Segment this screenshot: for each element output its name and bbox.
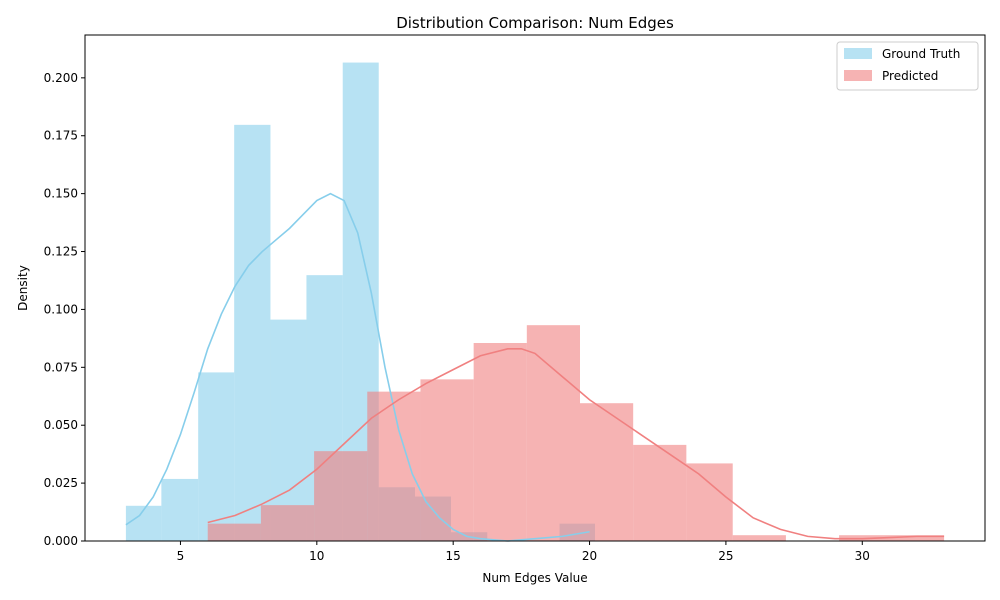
plot-frame	[84, 34, 986, 542]
ground-truth-bar-4	[270, 319, 307, 541]
ground-truth-bar-0	[125, 505, 162, 541]
x-tick-label-15: 15	[446, 549, 461, 563]
ground-truth-kde-line	[125, 192, 590, 542]
predicted-bar-8	[633, 444, 687, 541]
y-tick-label-7: 0.175	[44, 129, 78, 143]
ground-truth-bar-2	[198, 372, 235, 541]
predicted-bar-2	[314, 451, 368, 541]
y-tick-label-4: 0.100	[44, 302, 78, 316]
x-tick-label-20: 20	[582, 549, 597, 563]
predicted-bars	[207, 325, 945, 541]
y-tick-label-6: 0.150	[44, 187, 78, 201]
kde-lines	[125, 192, 945, 542]
predicted-kde-line	[207, 347, 945, 540]
y-axis-label: Density	[16, 265, 30, 311]
legend: Ground Truth Predicted	[836, 41, 979, 91]
predicted-bar-5	[473, 343, 527, 541]
x-axis-label: Num Edges Value	[482, 571, 587, 585]
ground-truth-bar-1	[161, 478, 199, 541]
y-tick-label-1: 0.025	[44, 476, 78, 490]
predicted-bar-4	[420, 379, 474, 541]
y-tick-label-8: 0.200	[44, 71, 78, 85]
legend-label-predicted: Predicted	[882, 69, 938, 83]
legend-label-ground-truth: Ground Truth	[882, 47, 960, 61]
legend-swatch-predicted	[844, 70, 872, 81]
y-tick-label-3: 0.075	[44, 360, 78, 374]
predicted-bar-10	[732, 535, 786, 541]
x-tick-label-25: 25	[718, 549, 733, 563]
predicted-bar-6	[526, 325, 580, 541]
predicted-bar-7	[580, 403, 634, 541]
x-axis-ticks: 5 10 15 20 25 30	[177, 541, 870, 563]
chart-title: Distribution Comparison: Num Edges	[396, 14, 674, 32]
legend-box	[836, 41, 979, 91]
predicted-bar-0	[207, 523, 261, 541]
x-tick-label-10: 10	[309, 549, 324, 563]
y-tick-label-2: 0.050	[44, 418, 78, 432]
y-tick-label-5: 0.125	[44, 245, 78, 259]
y-axis-ticks: 0.000 0.025 0.050 0.075 0.100 0.125 0.150 0.175…	[44, 71, 85, 548]
x-tick-label-30: 30	[855, 549, 870, 563]
ground-truth-bar-3	[234, 124, 271, 541]
predicted-bar-3	[367, 391, 421, 541]
x-tick-label-5: 5	[177, 549, 185, 563]
legend-swatch-ground-truth	[844, 48, 872, 59]
predicted-bar-1	[260, 505, 315, 541]
y-tick-label-0: 0.000	[44, 534, 78, 548]
predicted-bar-9	[686, 463, 733, 541]
